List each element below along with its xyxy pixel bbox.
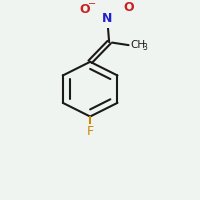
Text: O: O <box>80 3 90 16</box>
Text: −: − <box>88 0 96 9</box>
Text: 3: 3 <box>142 43 147 52</box>
Text: CH: CH <box>131 40 146 50</box>
Text: F: F <box>87 125 94 138</box>
Text: O: O <box>123 1 134 14</box>
Text: N: N <box>102 12 112 25</box>
